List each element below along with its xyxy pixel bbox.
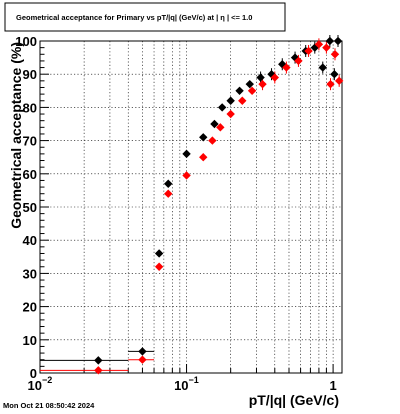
points-layer [94, 36, 344, 375]
y-tick-label: 60 [23, 167, 37, 182]
data-point-black [164, 179, 173, 188]
data-point-red [258, 79, 267, 89]
title-box [4, 2, 286, 32]
x-tick-label: 1 [329, 378, 336, 393]
y-tick-label: 0 [30, 366, 37, 381]
grid-layer [40, 41, 342, 373]
data-point-black [94, 356, 103, 365]
data-point-black [245, 79, 254, 89]
data-point-red [330, 50, 340, 59]
y-axis-title: Geometrical acceptance (%) [8, 42, 24, 229]
error-bars-layer [40, 35, 340, 371]
data-point-black [330, 70, 339, 79]
data-point-red [94, 366, 103, 375]
data-point-red [226, 109, 235, 119]
data-point-black [290, 53, 300, 62]
data-point-red [216, 123, 225, 132]
y-tick-label: 10 [23, 333, 37, 348]
y-tick-label: 80 [23, 100, 37, 115]
data-point-red [322, 43, 331, 52]
data-point-black [226, 96, 235, 105]
y-tick-label: 50 [23, 200, 37, 215]
data-point-red [334, 76, 344, 86]
data-point-red [304, 46, 313, 56]
data-point-red [294, 56, 303, 66]
data-point-red [326, 79, 335, 89]
data-point-black [325, 36, 335, 46]
data-point-red [314, 40, 324, 49]
y-tick-label: 70 [23, 134, 37, 149]
data-point-red [164, 189, 173, 198]
data-point-red [282, 63, 291, 72]
data-point-black [235, 86, 244, 95]
data-point-black [318, 63, 327, 72]
data-point-black [199, 133, 208, 142]
chart-title: Geometrical acceptance for Primary vs pT… [16, 13, 252, 22]
x-axis-title: pT/|q| (GeV/c) [249, 392, 339, 408]
y-tick-label: 90 [23, 67, 37, 82]
data-point-red [247, 86, 257, 95]
data-point-black [138, 347, 147, 356]
data-point-black [333, 36, 343, 46]
data-point-red [270, 73, 279, 82]
timestamp: Mon Oct 21 08:50:42 2024 [3, 401, 95, 410]
data-point-black [256, 73, 265, 82]
x-tick-exponent: −1 [189, 375, 199, 385]
y-tick-label: 100 [15, 34, 37, 49]
data-point-red [208, 136, 217, 145]
y-tick-label: 20 [23, 300, 37, 315]
data-point-black [217, 103, 227, 112]
data-point-black [182, 149, 191, 159]
data-point-red [199, 153, 208, 162]
data-point-black [267, 70, 276, 79]
y-tick-label: 40 [23, 233, 37, 248]
data-point-black [210, 119, 219, 129]
ticks-layer [39, 40, 334, 374]
x-tick-label: 10 [28, 378, 42, 393]
data-point-red [154, 262, 164, 271]
data-point-black [154, 249, 164, 258]
x-tick-label: 10 [174, 378, 188, 393]
y-tick-label: 30 [23, 266, 37, 281]
data-point-red [182, 171, 191, 180]
data-point-red [138, 355, 147, 364]
x-tick-exponent: −2 [42, 375, 52, 385]
data-point-red [238, 96, 247, 105]
